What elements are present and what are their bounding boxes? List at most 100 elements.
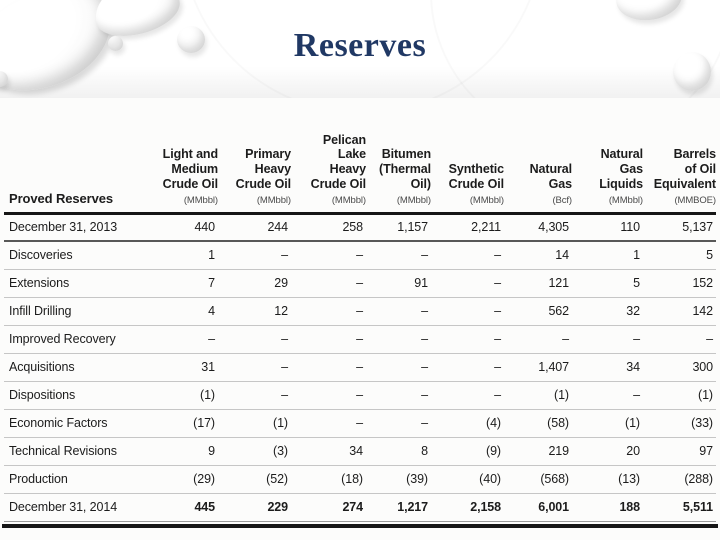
cell-value: 110 (620, 220, 640, 235)
column-header-1: Primary Heavy Crude Oil (MMbbl) (218, 100, 291, 215)
cell-value: 2,211 (471, 220, 501, 235)
row-label: Discoveries (9, 248, 73, 263)
cell-value: – (356, 276, 363, 290)
cell-value: – (421, 332, 428, 346)
cell-value: 121 (548, 276, 569, 290)
cell-value: 274 (342, 500, 363, 514)
column-title: Bitumen (Thermal Oil) (379, 147, 431, 191)
cell-value: – (281, 360, 288, 374)
row-label: Technical Revisions (9, 444, 117, 458)
cell-value: (17) (193, 416, 215, 430)
cell-value: 34 (626, 360, 640, 374)
column-header-6: Natural Gas Liquids (MMbbl) (572, 100, 643, 215)
slide-title-zone: Reserves (0, 0, 720, 98)
row-label: Dispositions (9, 388, 76, 402)
cell-value: 4 (208, 304, 215, 318)
table-row: Production (29) (52) (18) (39) (40) (568) (13) (… (4, 465, 716, 493)
water-droplet-decoration (673, 52, 711, 91)
cell-value: 562 (548, 304, 569, 318)
column-title: Pelican Lake Heavy Crude Oil (310, 132, 366, 191)
cell-value: 440 (194, 220, 215, 235)
table-row: December 31, 2013 440 244 258 1,157 2,211 4,30… (4, 213, 716, 241)
cell-value: 445 (194, 500, 215, 514)
cell-value: – (494, 388, 501, 402)
row-label: December 31, 2013 (9, 220, 118, 235)
row-label: Extensions (9, 276, 70, 290)
column-header-3: Bitumen (Thermal Oil) (MMbbl) (366, 100, 431, 215)
water-droplet-decoration (177, 26, 205, 53)
cell-value: 8 (421, 444, 428, 458)
table-row: December 31, 2014 445 229 274 1,217 2,158 6,00… (4, 493, 716, 521)
cell-value: (58) (547, 416, 569, 430)
cell-value: (3) (273, 444, 288, 458)
cell-value: – (208, 332, 215, 346)
cell-value: (1) (200, 388, 215, 402)
cell-value: – (356, 332, 363, 346)
row-label: Production (9, 472, 68, 486)
cell-value: – (494, 304, 501, 318)
proved-reserves-table: Proved Reserves Light and Medium Crude O… (4, 100, 716, 522)
row-label: Improved Recovery (9, 332, 116, 346)
cell-value: 152 (692, 276, 713, 290)
cell-value: – (356, 248, 363, 263)
cell-value: (13) (618, 472, 640, 486)
column-title: Barrels of Oil Equivalent (653, 147, 716, 191)
cell-value: 5,511 (682, 500, 713, 514)
cell-value: – (562, 332, 569, 346)
cell-value: 219 (548, 444, 569, 458)
column-header-2: Pelican Lake Heavy Crude Oil (MMbbl) (291, 100, 366, 215)
column-title: Synthetic Crude Oil (448, 162, 504, 191)
column-unit: (MMbbl) (396, 194, 431, 206)
page-title: Reserves (293, 27, 427, 64)
cell-value: – (706, 332, 713, 346)
cell-value: (1) (625, 416, 640, 430)
cell-value: – (633, 388, 640, 402)
cell-value: 142 (692, 304, 713, 318)
cell-value: (1) (698, 388, 713, 402)
cell-value: – (494, 332, 501, 346)
cell-value: – (421, 304, 428, 318)
table-row: Improved Recovery – – – – – – – – (4, 325, 716, 353)
cell-value: (1) (273, 416, 288, 430)
cell-value: – (494, 360, 501, 374)
table-row: Acquisitions 31 – – – – 1,407 34 300 (4, 353, 716, 381)
cell-value: (18) (341, 472, 363, 486)
column-header-4: Synthetic Crude Oil (MMbbl) (431, 100, 504, 215)
column-unit: (MMbbl) (256, 194, 291, 206)
cell-value: 188 (619, 500, 640, 514)
cell-value: – (494, 276, 501, 290)
column-unit: (Bcf) (552, 194, 572, 206)
cell-value: – (421, 248, 428, 263)
cell-value: 244 (267, 220, 288, 235)
column-title: Primary Heavy Crude Oil (235, 147, 291, 191)
column-title: Natural Gas (529, 162, 572, 191)
table-row: Discoveries 1 – – – – 14 1 5 (4, 241, 716, 269)
cell-value: (29) (193, 472, 215, 486)
cell-value: 32 (626, 304, 640, 318)
row-label: Infill Drilling (9, 304, 72, 318)
cell-value: 9 (208, 444, 215, 458)
cell-value: 91 (414, 276, 428, 290)
cell-value: 14 (555, 248, 569, 263)
column-title: Natural Gas Liquids (599, 147, 643, 191)
corner-header-proved-reserves: Proved Reserves (4, 100, 148, 215)
cell-value: – (356, 416, 363, 430)
cell-value: – (494, 248, 501, 263)
cell-value: 5 (706, 248, 713, 263)
reserves-table-wrap: Proved Reserves Light and Medium Crude O… (2, 100, 718, 528)
cell-value: – (356, 360, 363, 374)
cell-value: 5 (633, 276, 640, 290)
cell-value: 300 (692, 360, 713, 374)
cell-value: – (421, 416, 428, 430)
column-unit: (MMbbl) (608, 194, 643, 206)
column-header-5: Natural Gas (Bcf) (504, 100, 572, 215)
column-unit: (MMbbl) (331, 194, 366, 206)
column-header-7: Barrels of Oil Equivalent (MMBOE) (643, 100, 716, 215)
cell-value: 12 (274, 304, 288, 318)
cell-value: 6,001 (538, 500, 569, 514)
table-row: Dispositions (1) – – – – (1) – (1) (4, 381, 716, 409)
table-row: Extensions 7 29 – 91 – 121 5 152 (4, 269, 716, 297)
cell-value: – (421, 360, 428, 374)
cell-value: (40) (479, 472, 501, 486)
